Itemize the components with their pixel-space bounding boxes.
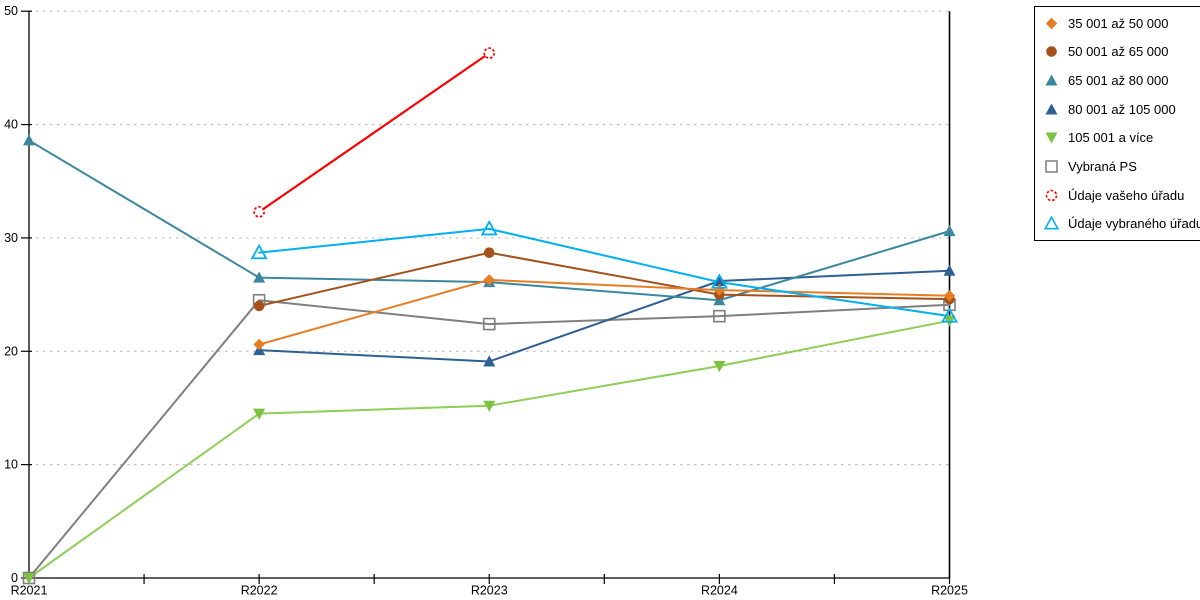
chart-legend: 35 001 až 50 000 50 001 až 65 000 65 001… [1034, 6, 1200, 241]
circle-outline-icon [1045, 189, 1058, 201]
legend-item-vybrana-ps: Vybraná PS [1044, 152, 1200, 180]
legend-label: Údaje vybraného úřadu [1068, 216, 1200, 232]
svg-text:20: 20 [4, 344, 18, 358]
legend-label: Vybraná PS [1068, 158, 1137, 174]
line-chart: 0 10 20 30 40 50 R2021 R2022 R2023 R2024 R2025 [4, 4, 968, 598]
legend-label: 50 001 až 65 000 [1068, 44, 1169, 60]
svg-text:R2024: R2024 [701, 584, 738, 598]
legend-item-65001-80000: 65 001 až 80 000 [1044, 67, 1200, 95]
square-outline-icon [1045, 160, 1058, 173]
legend-item-udaje-vybraneho-uradu: Údaje vybraného úřadu [1044, 210, 1200, 238]
triangle-up-icon [1045, 103, 1058, 115]
triangle-down-icon [1045, 132, 1058, 144]
diamond-icon [1045, 17, 1058, 30]
svg-text:10: 10 [4, 458, 18, 472]
svg-text:R2023: R2023 [471, 584, 508, 598]
svg-text:R2022: R2022 [241, 584, 278, 598]
legend-label: 65 001 až 80 000 [1068, 73, 1169, 89]
legend-item-udaje-vaseho-uradu: Údaje vašeho úřadu [1044, 181, 1200, 209]
svg-text:40: 40 [4, 118, 18, 132]
svg-text:50: 50 [4, 4, 18, 18]
circle-icon [1046, 46, 1057, 58]
legend-label: Údaje vašeho úřadu [1068, 187, 1185, 203]
legend-label: 80 001 až 105 000 [1068, 101, 1176, 117]
legend-label: 105 001 a více [1068, 130, 1154, 146]
legend-item-105001-a-vice: 105 001 a více [1044, 124, 1200, 152]
legend-label: 35 001 až 50 000 [1068, 15, 1169, 31]
legend-item-35001-50000: 35 001 až 50 000 [1044, 9, 1200, 37]
legend-item-50001-65000: 50 001 až 65 000 [1044, 38, 1200, 66]
triangle-outline-icon [1044, 216, 1059, 230]
svg-text:R2025: R2025 [931, 584, 968, 598]
svg-text:30: 30 [4, 231, 18, 245]
svg-text:R2021: R2021 [11, 584, 48, 598]
svg-text:0: 0 [11, 571, 18, 585]
legend-item-80001-105000: 80 001 až 105 000 [1044, 95, 1200, 123]
triangle-up-icon [1045, 74, 1058, 86]
